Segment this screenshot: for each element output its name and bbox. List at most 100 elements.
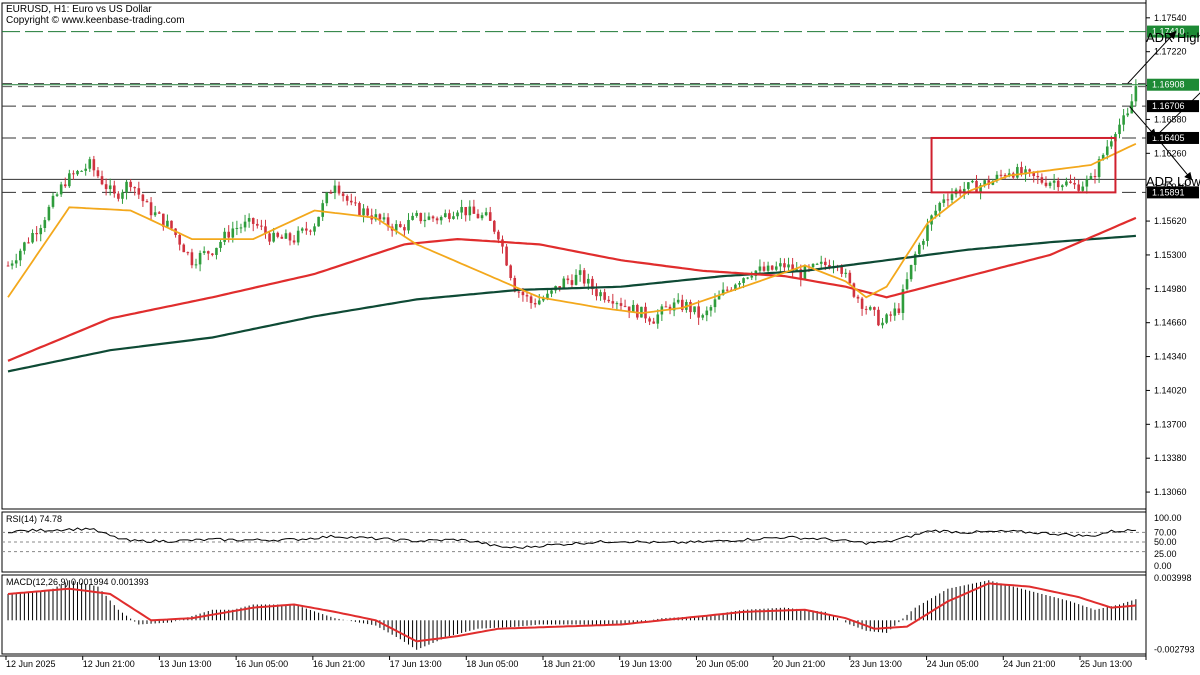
candle-body xyxy=(999,174,1003,176)
candle-body xyxy=(1122,115,1125,125)
candle-body xyxy=(697,306,700,318)
time-tick-label: 24 Jun 05:00 xyxy=(927,659,979,669)
candle-body xyxy=(983,180,986,186)
candle-body xyxy=(640,306,643,318)
rsi-tick-label: 25.00 xyxy=(1154,549,1177,559)
candle-body xyxy=(791,264,794,272)
candle-body xyxy=(100,176,104,185)
candle-body xyxy=(468,206,472,216)
candle-body xyxy=(460,206,463,213)
candle-body xyxy=(1056,180,1060,188)
time-tick-label: 20 Jun 05:00 xyxy=(696,659,748,669)
candle-body xyxy=(10,263,14,266)
candle-body xyxy=(182,244,186,253)
candle-body xyxy=(366,208,369,216)
candle-body xyxy=(848,272,852,284)
candle-body xyxy=(562,278,566,289)
candle-body xyxy=(129,181,132,188)
candle-body xyxy=(68,173,71,187)
candle-body xyxy=(1093,176,1097,178)
candle-body xyxy=(558,286,561,289)
candle-body xyxy=(542,298,545,301)
candle-body xyxy=(873,307,876,310)
candle-body xyxy=(427,216,431,220)
candle-body xyxy=(386,217,390,227)
candle-body xyxy=(439,217,443,221)
arrow-down-1 xyxy=(1129,106,1157,138)
candle-body xyxy=(235,227,239,229)
candle-body xyxy=(1003,174,1007,177)
candle-body xyxy=(153,212,157,216)
candle-body xyxy=(901,289,905,313)
candle-body xyxy=(599,292,602,297)
candle-body xyxy=(14,260,18,264)
time-tick-label: 18 Jun 05:00 xyxy=(466,659,518,669)
symbol-title: EURUSD, H1: Euro vs US Dollar xyxy=(6,4,152,15)
candle-body xyxy=(362,208,365,216)
candle-body xyxy=(1081,186,1085,191)
candle-body xyxy=(63,184,67,187)
candle-body xyxy=(435,218,439,221)
candle-body xyxy=(488,212,492,221)
candle-body xyxy=(166,220,169,227)
time-tick-label: 13 Jun 13:00 xyxy=(159,659,211,669)
candle-body xyxy=(926,224,929,241)
main-panel-frame xyxy=(1,2,1147,510)
price-level-tag xyxy=(1147,186,1199,199)
candle-body xyxy=(378,214,382,220)
candle-body xyxy=(574,274,578,285)
candle-body xyxy=(288,233,292,241)
candle-body xyxy=(971,180,974,183)
candle-body xyxy=(664,306,668,308)
candle-body xyxy=(587,278,590,284)
candle-body xyxy=(202,251,206,253)
candle-body xyxy=(133,187,137,189)
candle-body xyxy=(689,301,692,313)
candle-body xyxy=(917,244,921,254)
candle-body xyxy=(860,298,864,309)
candle-body xyxy=(493,220,496,232)
candle-body xyxy=(55,194,59,196)
candle-body xyxy=(272,232,275,242)
ma-fast-line xyxy=(7,142,1137,315)
candle-body xyxy=(423,219,427,222)
candle-body xyxy=(399,224,402,228)
candle-body xyxy=(1020,167,1023,175)
candle-body xyxy=(178,234,181,245)
candle-body xyxy=(525,295,529,297)
candle-body xyxy=(411,215,414,220)
candle-body xyxy=(619,303,623,306)
candle-body xyxy=(321,203,324,217)
candle-body xyxy=(1130,101,1134,114)
candle-body xyxy=(725,289,729,291)
candle-body xyxy=(215,247,218,255)
rsi-tick-label: 100.00 xyxy=(1154,513,1182,523)
candle-body xyxy=(607,299,611,302)
candle-body xyxy=(799,269,803,280)
candle-body xyxy=(603,292,606,300)
candle-body xyxy=(1077,184,1080,191)
candle-body xyxy=(750,275,754,278)
candle-body xyxy=(198,252,202,265)
candle-body xyxy=(962,188,966,194)
candle-body xyxy=(47,206,51,221)
candle-body xyxy=(680,299,684,310)
candle-body xyxy=(51,195,55,207)
candle-body xyxy=(652,321,655,324)
time-tick-label: 17 Jun 13:00 xyxy=(390,659,442,669)
candle-body xyxy=(1024,169,1027,175)
candle-body xyxy=(243,221,247,228)
candle-body xyxy=(137,188,141,195)
candle-body xyxy=(329,192,333,194)
time-tick-label: 16 Jun 21:00 xyxy=(313,659,365,669)
macd-tick-label: -0.002793 xyxy=(1154,645,1195,655)
arrow-adr-high xyxy=(1127,30,1177,84)
candle-body xyxy=(27,242,30,244)
macd-tick-label: 0.003998 xyxy=(1154,573,1192,583)
candle-body xyxy=(296,230,300,243)
candle-body xyxy=(39,228,43,235)
candle-body xyxy=(1040,177,1044,183)
price-tick-label: 1.17540 xyxy=(1154,13,1187,23)
candle-body xyxy=(717,294,721,300)
